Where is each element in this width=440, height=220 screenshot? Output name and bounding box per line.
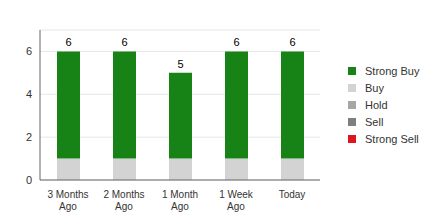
- html-text:Strong Sell: Strong Sell: [365, 132, 419, 145]
- html-text:Hold: Hold: [365, 98, 388, 111]
- svg-text:Ago: Ago: [59, 201, 77, 212]
- svg-text:Ago: Ago: [227, 201, 245, 212]
- svg-text:Ago: Ago: [115, 201, 133, 212]
- html-text:Strong Buy: Strong Buy: [365, 64, 420, 77]
- html-text:Buy: Buy: [365, 81, 384, 94]
- svg-text:4: 4: [26, 88, 32, 100]
- svg-text:6: 6: [65, 36, 71, 48]
- svg-text:1 Month: 1 Month: [162, 189, 198, 200]
- svg-text:6: 6: [233, 36, 239, 48]
- svg-text:Today: Today: [279, 189, 306, 200]
- svg-text:6: 6: [121, 36, 127, 48]
- svg-text:5: 5: [177, 58, 183, 70]
- svg-text:6: 6: [26, 45, 32, 57]
- svg-text:3 Months: 3 Months: [47, 189, 88, 200]
- html-text:Sell: Sell: [365, 115, 384, 128]
- svg-text:2: 2: [26, 131, 32, 143]
- svg-text:0: 0: [26, 174, 32, 186]
- svg-text:6: 6: [289, 36, 295, 48]
- svg-text:2 Months: 2 Months: [103, 189, 144, 200]
- svg-text:1 Week: 1 Week: [219, 189, 254, 200]
- svg-text:Ago: Ago: [171, 201, 189, 212]
